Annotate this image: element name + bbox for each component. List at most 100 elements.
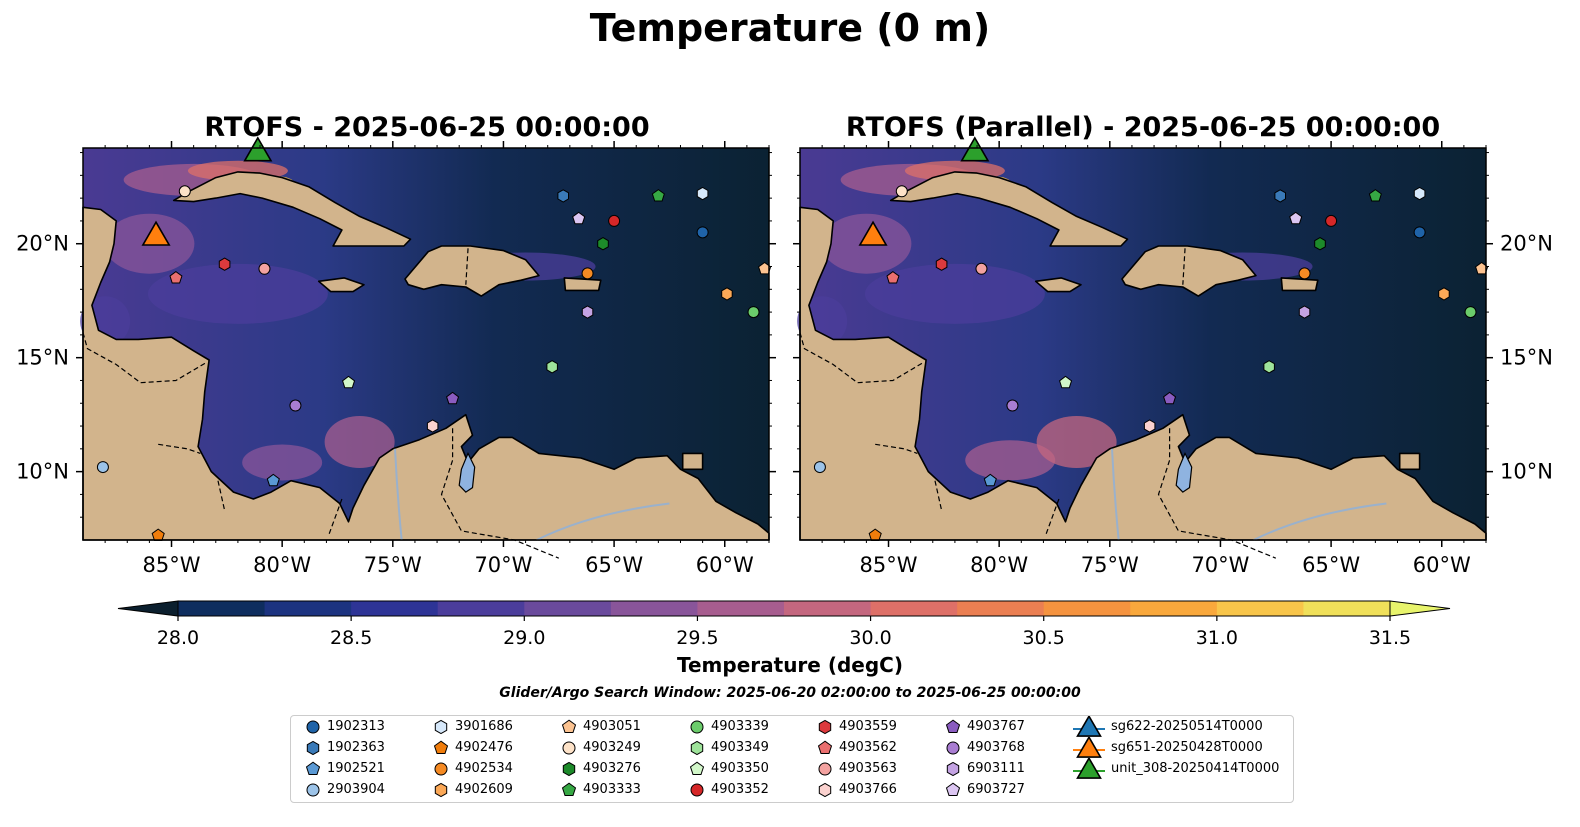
- land-hispaniola: [1121, 245, 1257, 297]
- float-marker-4903563: [258, 262, 271, 275]
- legend-circle-icon: [946, 741, 960, 755]
- legend-circle-icon: [306, 720, 320, 734]
- colorbar-segment: [697, 601, 785, 616]
- float-marker-4903768: [1006, 399, 1019, 412]
- legend-triangle-icon: [1076, 737, 1102, 758]
- map-panel-rtofs-parallel: 85°W 80°W 75°W 70°W 65°W 60°W 20°N 15°N 10°N: [793, 136, 1553, 577]
- float-marker-4903333: [1368, 188, 1382, 202]
- legend-label: 4903349: [711, 740, 769, 755]
- panel-title-rtofs-parallel: RTOFS (Parallel) - 2025-06-25 00:00:00: [845, 112, 1441, 143]
- colorbar-tick-label: 28.0: [157, 627, 199, 649]
- legend-item-1902521: 1902521: [305, 759, 385, 779]
- float-marker-4903559: [218, 257, 231, 271]
- legend-marker-icon: [562, 741, 576, 755]
- legend-label: 4902609: [455, 782, 513, 797]
- legend-circle-icon: [562, 741, 576, 755]
- legend-marker-icon: [690, 783, 704, 797]
- float-marker-4903559: [935, 257, 948, 271]
- country-border: [934, 480, 943, 511]
- legend-pentagon-icon: [945, 719, 961, 733]
- legend-marker-icon: [818, 719, 832, 735]
- legend-pentagon-icon: [433, 740, 449, 754]
- lon-tick-label: 75°W: [364, 553, 422, 577]
- legend-hexagon-icon: [690, 740, 704, 756]
- legend-hexagon-icon: [946, 761, 960, 777]
- legend-marker-icon: [818, 782, 832, 798]
- panel-title-rtofs: RTOFS - 2025-06-25 00:00:00: [204, 112, 650, 143]
- float-marker-1902313: [1413, 226, 1426, 239]
- legend-marker-icon: [305, 761, 321, 775]
- legend-pentagon-icon: [817, 740, 833, 754]
- glider-marker-sg651-20250428T0000: [141, 220, 171, 246]
- legend-marker-icon: [1073, 716, 1105, 737]
- lon-tick-label: 85°W: [860, 553, 918, 577]
- country-border: [217, 480, 226, 511]
- legend-hexagon-icon: [818, 719, 832, 735]
- legend-pentagon-icon: [689, 761, 705, 775]
- legend-label: sg651-20250428T0000: [1111, 740, 1263, 755]
- legend-marker-icon: [1073, 737, 1105, 758]
- legend-marker-icon: [1073, 758, 1105, 779]
- legend-item-sg651-20250428T0000: sg651-20250428T0000: [1073, 737, 1263, 758]
- colorbar-segment: [1303, 601, 1391, 616]
- legend-label: 4903333: [583, 782, 641, 797]
- land-cuba: [889, 171, 1129, 247]
- legend-item-4902534: 4902534: [433, 759, 513, 779]
- legend-item-4902476: 4902476: [433, 738, 513, 758]
- legend-item-4903767: 4903767: [945, 717, 1025, 737]
- legend-label: 6903727: [967, 782, 1025, 797]
- warm-water-patch: [965, 440, 1056, 481]
- land-trinidad: [681, 452, 704, 471]
- legend-marker-icon: [689, 761, 705, 775]
- legend-label: 4903767: [967, 719, 1025, 734]
- colorbar-extend-high: [1389, 600, 1451, 617]
- legend-pentagon-icon: [561, 782, 577, 796]
- legend-circle-icon: [818, 762, 832, 776]
- legend-pentagon-icon: [945, 782, 961, 796]
- colorbar-tick-label: 30.0: [849, 627, 891, 649]
- country-border: [1157, 428, 1277, 559]
- country-border: [328, 498, 343, 536]
- float-marker-4903766: [426, 419, 439, 433]
- legend-label: 2903904: [327, 782, 385, 797]
- country-border: [1045, 498, 1060, 536]
- colorbar-segment: [524, 601, 612, 616]
- colorbar-segment: [1216, 601, 1304, 616]
- float-marker-4903350: [1059, 375, 1073, 389]
- float-marker-6903111: [581, 305, 594, 319]
- legend-label: 4902476: [455, 740, 513, 755]
- float-marker-6903111: [1298, 305, 1311, 319]
- legend-item-4903352: 4903352: [689, 780, 769, 800]
- legend-triangle-icon: [1076, 758, 1102, 779]
- legend-item-4903562: 4903562: [817, 738, 897, 758]
- float-marker-4902609: [1438, 287, 1450, 301]
- lat-tick-label: 15°N: [16, 346, 69, 370]
- warm-water-patch: [1036, 416, 1117, 468]
- lat-tick-label: 20°N: [1500, 232, 1553, 256]
- legend-item-4903350: 4903350: [689, 759, 769, 779]
- legend-marker-icon: [434, 719, 448, 735]
- colorbar-segment: [1043, 601, 1131, 616]
- legend-item-4903349: 4903349: [689, 738, 769, 758]
- legend-marker-icon: [433, 740, 449, 754]
- river: [394, 448, 403, 541]
- float-marker-6903727: [572, 211, 586, 225]
- land-trinidad: [1398, 452, 1421, 471]
- warm-water-patch: [242, 444, 323, 481]
- float-marker-4903766: [1143, 419, 1156, 433]
- legend-label: unit_308-20250414T0000: [1111, 761, 1280, 776]
- country-border: [875, 443, 918, 454]
- land-cuba: [172, 171, 412, 247]
- colorbar-segment: [351, 601, 439, 616]
- map-frame: [799, 147, 1487, 541]
- float-marker-4903349: [546, 360, 558, 374]
- legend-marker-icon: [434, 762, 448, 776]
- legend-hexagon-icon: [434, 719, 448, 735]
- colorbar-tick-label: 29.0: [503, 627, 545, 649]
- colorbar-segment: [610, 601, 698, 616]
- land-puertorico: [563, 277, 602, 292]
- legend-label: 4903339: [711, 719, 769, 734]
- float-marker-4903767: [446, 391, 460, 405]
- legend-item-sg622-20250514T0000: sg622-20250514T0000: [1073, 716, 1263, 737]
